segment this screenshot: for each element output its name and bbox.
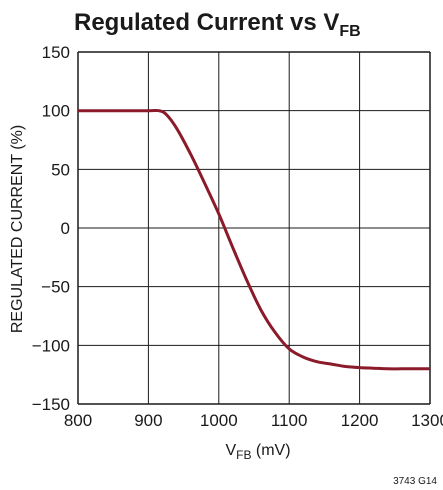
chart-title: Regulated Current vs VFB <box>74 9 361 40</box>
y-tick-label: −50 <box>41 278 70 297</box>
y-tick-label: −100 <box>32 336 70 355</box>
chart-title-sub: FB <box>339 23 360 40</box>
x-tick-label: 1200 <box>341 411 379 430</box>
x-axis-label-main: V <box>225 442 236 459</box>
x-axis-label-unit: (mV) <box>251 442 290 459</box>
y-tick-label: 0 <box>61 219 70 238</box>
y-tick-label: −150 <box>32 395 70 414</box>
x-tick-label: 1100 <box>271 411 308 430</box>
x-axis-label: VFB (mV) <box>225 442 290 462</box>
y-tick-label: 100 <box>42 102 70 121</box>
chart-title-main: Regulated Current vs V <box>74 9 339 36</box>
x-tick-label: 1300 <box>411 411 443 430</box>
figure-note: 3743 G14 <box>393 476 437 487</box>
x-tick-label: 900 <box>134 411 162 430</box>
x-axis-label-sub: FB <box>236 448 251 462</box>
grid <box>77 51 431 405</box>
y-axis-label: REGULATED CURRENT (%) <box>9 125 26 333</box>
y-tick-label: 150 <box>42 43 70 62</box>
x-ticks: 800 900 1000 1100 1200 1300 <box>64 411 443 430</box>
y-ticks: 150 100 50 0 −50 −100 −150 <box>32 43 70 414</box>
series-line <box>77 108 430 371</box>
series-group <box>77 108 430 371</box>
y-tick-label: 50 <box>51 160 70 179</box>
x-tick-label: 1000 <box>200 411 238 430</box>
x-tick-label: 800 <box>64 411 92 430</box>
